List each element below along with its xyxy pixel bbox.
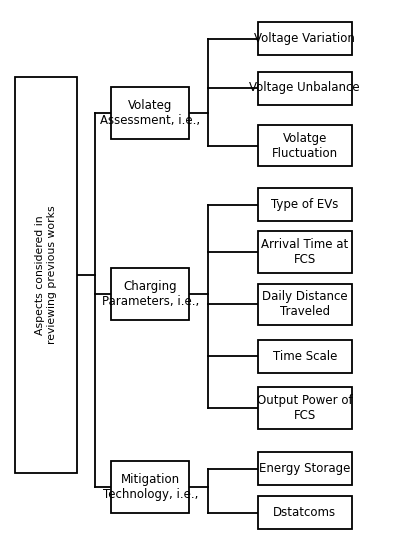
FancyBboxPatch shape [15,77,77,473]
Text: Dstatcoms: Dstatcoms [273,506,336,519]
FancyBboxPatch shape [258,72,352,104]
Text: Daily Distance
Traveled: Daily Distance Traveled [262,290,348,318]
FancyBboxPatch shape [258,125,352,166]
Text: Energy Storage: Energy Storage [259,462,350,475]
Text: Voltage Unbalance: Voltage Unbalance [249,81,360,95]
Text: Arrival Time at
FCS: Arrival Time at FCS [261,238,348,266]
FancyBboxPatch shape [111,461,189,513]
Text: Mitigation
Technology, i.e.,: Mitigation Technology, i.e., [103,473,198,500]
Text: Volateg
Assessment, i.e.,: Volateg Assessment, i.e., [100,99,200,127]
Text: Time Scale: Time Scale [273,350,337,363]
FancyBboxPatch shape [258,496,352,529]
Text: Volatge
Fluctuation: Volatge Fluctuation [272,132,338,160]
Text: Charging
Parameters, i.e.,: Charging Parameters, i.e., [102,280,199,308]
FancyBboxPatch shape [258,22,352,55]
FancyBboxPatch shape [111,268,189,320]
FancyBboxPatch shape [258,284,352,324]
FancyBboxPatch shape [258,340,352,373]
FancyBboxPatch shape [258,231,352,272]
Text: Type of EVs: Type of EVs [271,198,338,211]
Text: Voltage Variation: Voltage Variation [254,32,355,45]
FancyBboxPatch shape [111,86,189,139]
FancyBboxPatch shape [258,452,352,485]
Text: Aspects considered in
reviewing previous works: Aspects considered in reviewing previous… [35,206,57,344]
FancyBboxPatch shape [258,188,352,221]
FancyBboxPatch shape [258,387,352,429]
Text: Output Power of
FCS: Output Power of FCS [257,394,352,422]
